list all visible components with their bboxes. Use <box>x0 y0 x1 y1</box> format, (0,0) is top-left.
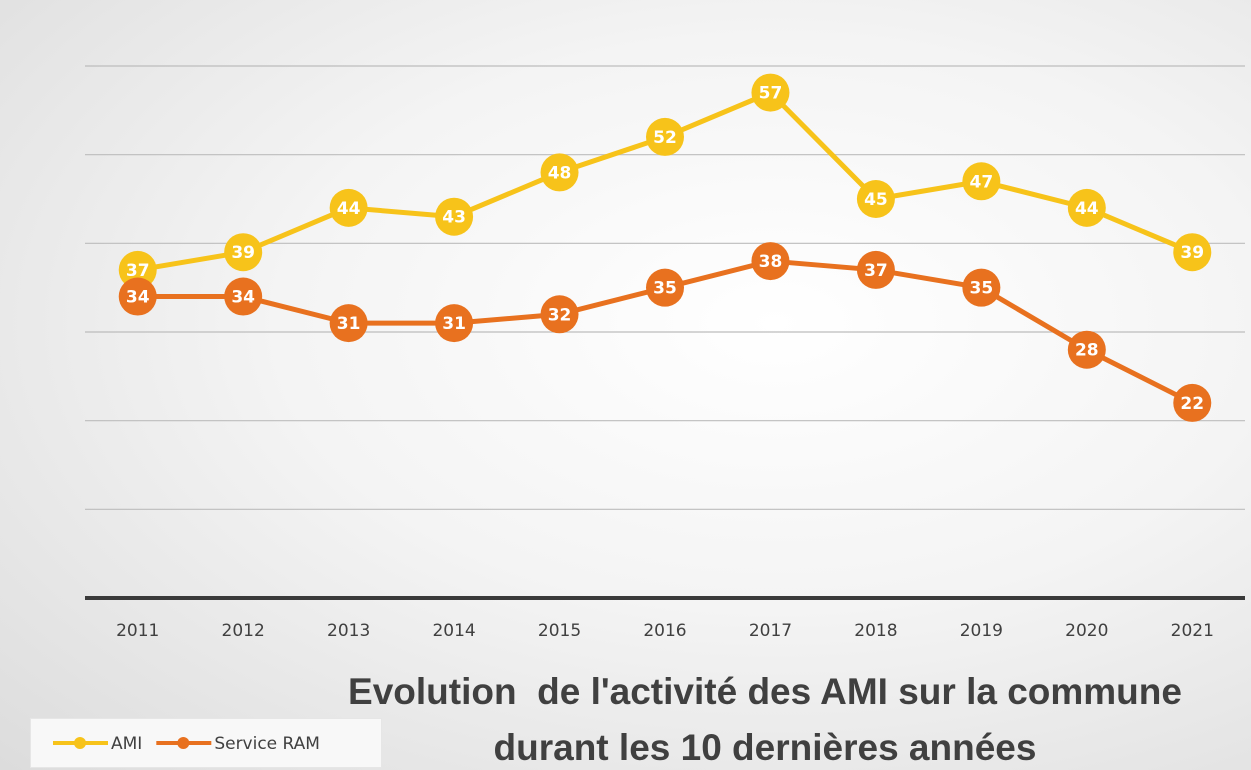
point-marker <box>646 268 684 307</box>
data-label: 45 <box>864 190 888 210</box>
x-tick-label: 2013 <box>327 621 370 641</box>
data-label: 47 <box>970 172 994 192</box>
data-label: 57 <box>759 84 783 104</box>
point-marker <box>751 242 790 281</box>
data-label: 34 <box>231 288 255 308</box>
point-marker <box>856 180 895 218</box>
point-marker <box>224 233 263 272</box>
point-marker <box>1173 383 1212 422</box>
legend-body: AMI Service RAM <box>53 734 320 754</box>
data-label: 44 <box>337 199 361 219</box>
data-label: 35 <box>970 279 994 299</box>
legend-marker <box>177 737 190 749</box>
data-label: 31 <box>442 314 466 334</box>
x-tick-label: 2014 <box>432 621 475 641</box>
data-label: 22 <box>1180 394 1204 414</box>
data-label: 52 <box>653 128 677 148</box>
point-marker <box>751 73 790 112</box>
point-marker <box>1067 188 1106 227</box>
data-label: 38 <box>759 252 783 272</box>
x-tick-label: 2012 <box>222 621 265 641</box>
x-tick-label: 2019 <box>960 621 1003 641</box>
legend-label: AMI <box>111 734 142 754</box>
point-marker <box>329 304 368 343</box>
x-tick-label: 2021 <box>1171 621 1214 641</box>
data-label: 37 <box>864 261 888 281</box>
data-label: 32 <box>548 305 572 325</box>
data-label: 31 <box>337 314 361 334</box>
point-marker <box>435 197 474 236</box>
title-line: durant les 10 dernières années <box>493 727 1037 768</box>
data-label: 37 <box>126 261 150 281</box>
point-marker <box>646 117 684 156</box>
legend-marker <box>74 737 86 749</box>
data-label: 48 <box>548 163 572 183</box>
title-line: Evolution de l'activité des AMI sur la c… <box>348 671 1182 712</box>
data-label: 34 <box>126 288 150 308</box>
point-marker <box>856 250 895 289</box>
point-marker <box>118 277 157 316</box>
data-label: 39 <box>231 243 255 263</box>
data-label: 43 <box>442 208 466 228</box>
x-tick-label: 2018 <box>854 621 897 641</box>
x-tick-label: 2016 <box>643 621 686 641</box>
point-marker <box>329 188 368 227</box>
point-marker <box>962 268 1001 307</box>
point-marker <box>1173 233 1212 272</box>
point-marker <box>540 295 579 334</box>
legend-label: Service RAM <box>214 734 320 754</box>
point-marker <box>1067 330 1106 369</box>
point-marker <box>435 304 474 343</box>
data-label: 44 <box>1075 199 1099 219</box>
data-label: 28 <box>1075 341 1099 361</box>
point-marker <box>224 277 263 316</box>
data-label: 39 <box>1180 243 1204 263</box>
x-tick-label: 2020 <box>1065 621 1108 641</box>
point-marker <box>540 153 579 192</box>
chart-title: Evolution de l'activité des AMI sur la c… <box>270 664 1251 770</box>
x-tick-label: 2017 <box>749 621 792 641</box>
point-marker <box>118 250 157 289</box>
point-marker <box>962 162 1001 201</box>
x-tick-label: 2015 <box>538 621 581 641</box>
legend: AMI Service RAM <box>30 718 382 768</box>
data-label: 35 <box>653 279 677 299</box>
x-tick-label: 2011 <box>116 621 159 641</box>
